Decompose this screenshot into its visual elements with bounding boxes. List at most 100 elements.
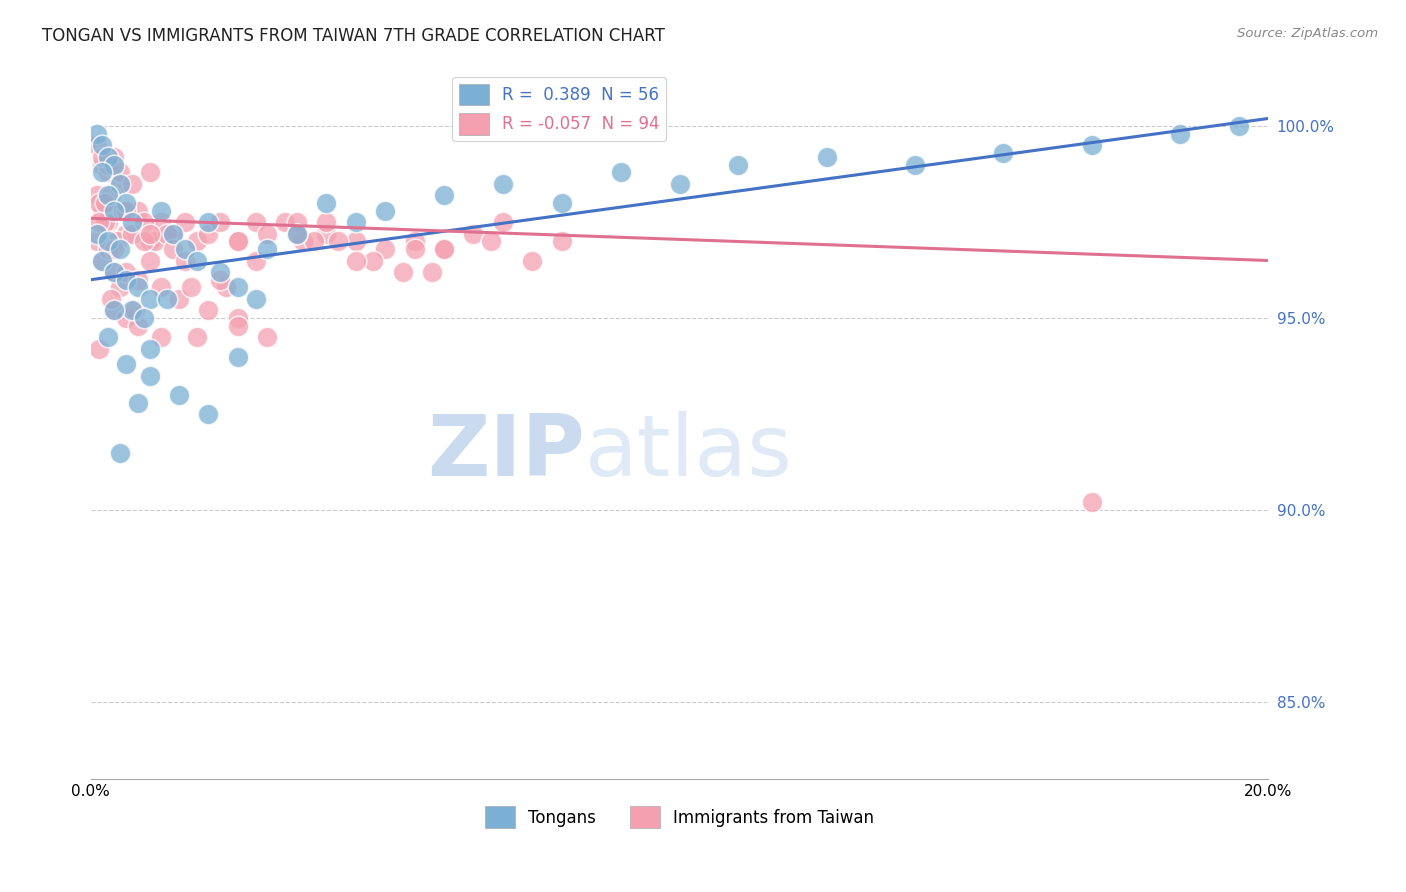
Point [245,253,267,268]
Point [127,273,149,287]
Point [285,227,308,241]
Point [344,215,367,229]
Point [105,235,128,249]
Point [162,242,184,256]
Point [479,235,502,249]
Point [91,157,114,171]
Point [226,311,249,326]
Point [86,127,108,141]
Point [285,215,308,229]
Point [97,188,120,202]
Point [993,146,1015,161]
Point [121,303,143,318]
Point [156,227,179,241]
Point [89,342,111,356]
Point [97,165,120,179]
Point [132,215,155,229]
Point [167,292,190,306]
Point [1080,495,1102,509]
Point [256,227,278,241]
Point [1080,138,1102,153]
Point [103,265,125,279]
Point [150,330,173,344]
Point [668,177,690,191]
Point [91,253,114,268]
Point [374,242,396,256]
Point [145,235,167,249]
Point [162,227,184,241]
Point [215,280,238,294]
Point [374,203,396,218]
Point [492,177,515,191]
Point [315,195,337,210]
Point [115,203,138,218]
Point [94,215,117,229]
Point [173,215,195,229]
Point [121,177,143,191]
Point [108,177,131,191]
Point [727,157,749,171]
Point [121,215,143,229]
Point [1227,119,1250,133]
Point [209,215,232,229]
Point [186,330,208,344]
Point [111,203,134,218]
Text: atlas: atlas [585,410,793,493]
Point [150,203,173,218]
Point [492,215,515,229]
Point [91,203,114,218]
Text: TONGAN VS IMMIGRANTS FROM TAIWAN 7TH GRADE CORRELATION CHART: TONGAN VS IMMIGRANTS FROM TAIWAN 7TH GRA… [42,27,665,45]
Point [245,292,267,306]
Point [197,303,219,318]
Point [138,165,160,179]
Point [91,138,114,153]
Point [86,138,108,153]
Point [103,150,125,164]
Point [404,235,426,249]
Point [173,253,195,268]
Point [97,150,120,164]
Point [138,292,160,306]
Point [226,350,249,364]
Point [304,235,326,249]
Point [97,242,120,256]
Point [186,235,208,249]
Point [285,227,308,241]
Text: Source: ZipAtlas.com: Source: ZipAtlas.com [1237,27,1378,40]
Point [127,318,149,333]
Point [162,227,184,241]
Point [815,150,838,164]
Point [138,227,160,241]
Point [197,215,219,229]
Point [124,303,146,318]
Point [97,330,120,344]
Point [89,215,111,229]
Point [115,357,138,371]
Point [433,242,456,256]
Point [127,395,149,409]
Point [89,195,111,210]
Point [361,253,384,268]
Point [132,311,155,326]
Text: ZIP: ZIP [427,410,585,493]
Point [108,242,131,256]
Point [103,265,125,279]
Point [186,253,208,268]
Point [180,280,202,294]
Point [609,165,631,179]
Point [197,227,219,241]
Point [103,242,125,256]
Point [291,235,314,249]
Point [173,242,195,256]
Point [108,177,131,191]
Point [420,265,443,279]
Point [103,303,125,318]
Point [226,280,249,294]
Point [100,188,122,202]
Point [138,235,160,249]
Point [115,195,138,210]
Point [115,265,138,279]
Point [103,303,125,318]
Point [100,292,122,306]
Point [197,407,219,421]
